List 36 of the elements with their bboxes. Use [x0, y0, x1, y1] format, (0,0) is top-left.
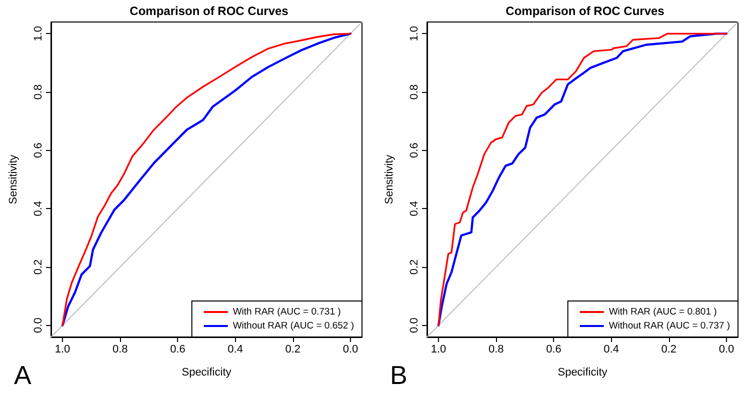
x-tick-label: 0.6	[546, 344, 562, 356]
x-tick-label: 0.0	[342, 344, 358, 356]
chart-title: Comparison of ROC Curves	[506, 4, 665, 18]
chart-title: Comparison of ROC Curves	[130, 4, 289, 18]
y-tick-label: 0.8	[408, 84, 420, 100]
x-tick-label: 1.0	[430, 344, 446, 356]
x-axis-title: Specificity	[558, 366, 608, 378]
x-axis-title: Specificity	[182, 366, 232, 378]
legend-label: Without RAR (AUC = 0.652 )	[232, 320, 354, 332]
text: A	[14, 360, 32, 390]
text: B	[390, 360, 408, 390]
y-tick-label: 1.0	[408, 26, 420, 42]
y-tick-label: 0.6	[32, 142, 44, 158]
x-tick-label: 0.0	[718, 344, 734, 356]
x-tick-label: 0.8	[488, 344, 504, 356]
legend-label: With RAR (AUC = 0.731 )	[232, 306, 341, 318]
y-tick-label: 0.2	[32, 259, 44, 275]
y-tick-label: 0.2	[408, 259, 420, 275]
y-tick-label: 1.0	[32, 26, 44, 42]
x-tick-label: 0.2	[285, 344, 301, 356]
y-tick-label: 0.4	[32, 201, 44, 216]
legend-label: With RAR (AUC = 0.801 )	[608, 306, 717, 318]
y-axis-title: Sensitivity	[8, 154, 20, 204]
x-tick-label: 0.4	[228, 344, 243, 356]
x-tick-label: 1.0	[54, 344, 70, 356]
y-tick-label: 0.8	[32, 84, 44, 100]
y-axis-title: Sensitivity	[384, 154, 396, 204]
y-tick-label: 0.0	[408, 318, 420, 333]
x-tick-label: 0.6	[170, 344, 186, 356]
x-tick-label: 0.4	[604, 344, 619, 356]
legend-label: Without RAR (AUC = 0.737 )	[608, 320, 730, 332]
x-tick-label: 0.2	[661, 344, 677, 356]
y-tick-label: 0.0	[32, 318, 44, 333]
x-tick-label: 0.8	[112, 344, 128, 356]
y-tick-label: 0.6	[408, 142, 420, 158]
y-tick-label: 0.4	[408, 201, 420, 216]
